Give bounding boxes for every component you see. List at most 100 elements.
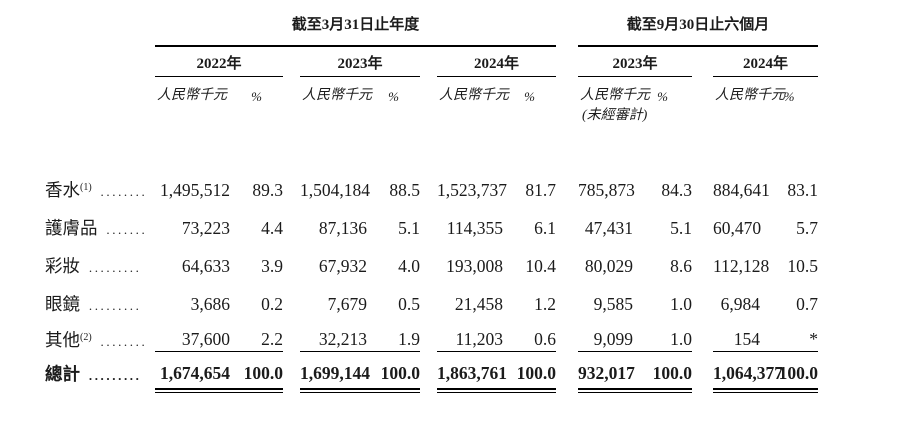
double-rule [367, 389, 420, 393]
double-rule [437, 389, 503, 393]
percent-cell: 0.5 [398, 293, 420, 314]
rmb-thousands-header: 人民幣千元 [157, 88, 227, 103]
rmb-thousands-header: 人民幣千元 [302, 88, 372, 103]
row-label: 總計 ......... [30, 351, 155, 389]
dot-leader: ......... [83, 367, 142, 383]
percent-header: % [524, 89, 535, 104]
amount-cell: 9,099 [578, 321, 634, 352]
col-gap [283, 351, 300, 389]
percent-cell: 4.0 [398, 255, 420, 276]
double-rule [503, 389, 557, 393]
percent-cell: 2.2 [230, 321, 283, 352]
row-label: 彩妝 ......... [30, 245, 155, 283]
percent-cell: 5.7 [796, 217, 819, 238]
table-row-makeup: 彩妝 ......... 64,633 3.9 67,932 4.0 193,0… [30, 245, 818, 283]
spacer [30, 125, 818, 169]
dot-leader: ........ [94, 333, 148, 349]
percent-cell: 0.7 [796, 293, 819, 314]
amount-cell: 87,136 [318, 217, 367, 238]
col-gap [283, 389, 300, 392]
year-row: 2022年 2023年 2024年 2023年 2024年 [30, 46, 819, 77]
empty-cell [30, 76, 155, 105]
col-gap [283, 321, 300, 351]
col-gap [420, 351, 437, 389]
col-gap [692, 245, 713, 283]
percent-cell: * [760, 321, 819, 352]
col-gap [283, 76, 300, 105]
double-rule [713, 389, 761, 393]
amount-cell: 32,213 [300, 321, 367, 352]
col-gap [283, 46, 300, 76]
dot-leader: ......... [83, 259, 142, 275]
year-2024: 2024年 [437, 46, 557, 77]
amount-cell: 60,470 [713, 217, 762, 238]
row-label: 香水(1) ........ [30, 169, 155, 207]
spacer-row [30, 125, 818, 169]
dot-leader: ....... [100, 221, 148, 237]
section-gap [556, 76, 578, 105]
amount-cell: 1,495,512 [160, 179, 230, 200]
section-annual-title: 截至3月31日止年度 [155, 14, 557, 47]
amount-cell: 9,585 [593, 293, 634, 314]
rmb-thousands-header: 人民幣千元 [439, 88, 509, 103]
col-gap [692, 283, 713, 321]
unaudited-note: (未經審計) [582, 108, 648, 123]
dot-leader: ......... [83, 297, 142, 313]
col-gap [420, 389, 437, 392]
double-rule [633, 389, 693, 393]
section-gap [556, 283, 578, 321]
year-2024-interim: 2024年 [713, 46, 819, 77]
revenue-breakdown-table: 截至3月31日止年度 截至9月30日止六個月 2022年 2023年 2024年… [30, 14, 819, 393]
section-gap [556, 207, 578, 245]
percent-cell: 0.2 [261, 293, 283, 314]
amount-cell: 47,431 [584, 217, 634, 238]
double-rule [300, 389, 367, 393]
dot-leader: ........ [94, 183, 148, 199]
double-rule [230, 389, 283, 393]
row-label: 護膚品 ....... [30, 207, 155, 245]
percent-cell: 10.5 [787, 255, 819, 276]
col-gap [692, 207, 713, 245]
column-header-row: 人民幣千元 % 人民幣千元 % 人民幣千元 % 人民幣千元 % 人民幣千元 % [30, 76, 818, 105]
percent-cell: 81.7 [525, 179, 557, 200]
empty-cell [30, 14, 155, 46]
col-gap [283, 283, 300, 321]
percent-header: % [251, 89, 262, 104]
col-gap [420, 46, 437, 76]
category-name: 彩妝 [45, 255, 80, 276]
amount-cell: 7,679 [327, 293, 367, 314]
percent-cell: 1.9 [367, 321, 420, 352]
section-gap [556, 389, 578, 392]
category-name: 其他 [45, 329, 80, 350]
percent-cell: 89.3 [252, 179, 283, 200]
amount-cell: 6,984 [720, 293, 761, 314]
table-row-others: 其他(2) ........ 37,600 2.2 32,213 1.9 11,… [30, 321, 819, 352]
year-2023: 2023年 [300, 46, 420, 77]
category-name: 總計 [45, 363, 80, 384]
amount-cell: 21,458 [454, 293, 503, 314]
section-gap [556, 46, 578, 76]
amount-cell: 884,641 [713, 179, 770, 200]
section-title-row: 截至3月31日止年度 截至9月30日止六個月 [30, 14, 819, 47]
col-gap [692, 389, 713, 392]
amount-cell: 80,029 [584, 255, 634, 276]
total-percent-cell: 100.0 [633, 351, 693, 390]
section-gap [556, 245, 578, 283]
col-gap [420, 207, 437, 245]
amount-cell: 11,203 [437, 321, 503, 352]
row-label: 其他(2) ........ [30, 321, 155, 351]
percent-header: % [783, 89, 795, 104]
percent-cell: 1.0 [670, 293, 693, 314]
percent-cell: 84.3 [661, 179, 693, 200]
percent-cell: 0.6 [503, 321, 557, 352]
percent-cell: 3.9 [261, 255, 283, 276]
empty-cell [713, 105, 818, 125]
col-gap [420, 245, 437, 283]
section-gap [556, 169, 578, 207]
double-rule [578, 389, 634, 393]
amount-cell: 37,600 [155, 321, 230, 352]
percent-cell: 5.1 [398, 217, 420, 238]
percent-cell: 5.1 [670, 217, 693, 238]
total-percent-cell: 100.0 [367, 351, 420, 390]
category-name: 護膚品 [45, 217, 98, 238]
